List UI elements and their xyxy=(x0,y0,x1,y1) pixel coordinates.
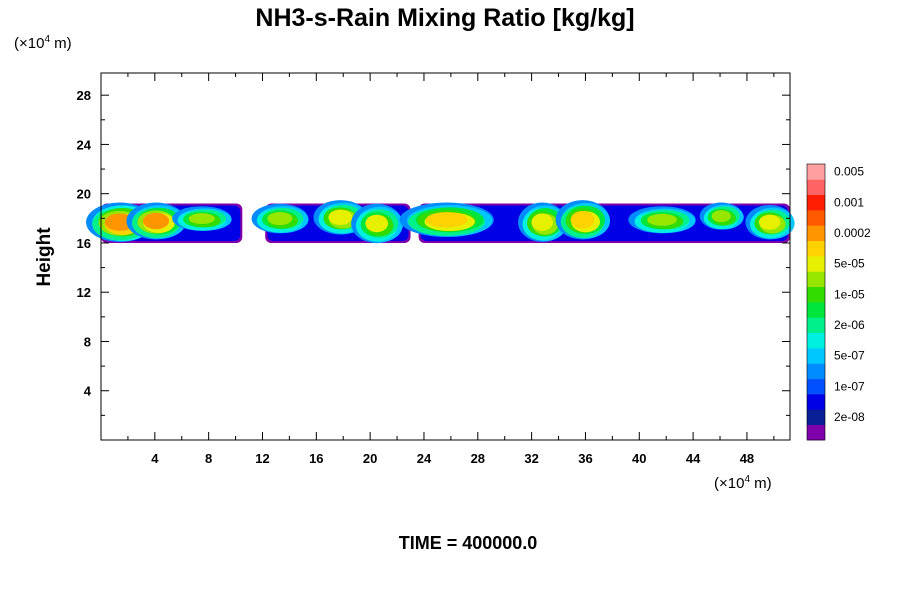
colorbar-frame xyxy=(806,163,826,441)
y-unit-prefix: (×10 xyxy=(14,35,44,52)
colorbar-label: 0.005 xyxy=(834,165,864,179)
colorbar-swatch xyxy=(807,210,825,226)
colorbar-swatch xyxy=(807,225,825,242)
y-tick-label: 12 xyxy=(77,285,91,300)
y-tick-label: 16 xyxy=(77,236,91,251)
x-unit-label: (×104 m) xyxy=(714,474,772,492)
colorbar-label: 2e-08 xyxy=(834,410,865,424)
colorbar-swatch xyxy=(807,302,825,318)
y-axis-label: Height xyxy=(34,227,55,287)
y-tick-label: 28 xyxy=(77,88,91,103)
x-tick-label: 16 xyxy=(309,451,323,466)
y-tick-label: 8 xyxy=(84,334,91,349)
cloud-cell-contour xyxy=(365,214,389,233)
cloud-cell-contour xyxy=(188,213,215,225)
y-tick-label: 20 xyxy=(77,187,91,202)
y-unit-exp: 4 xyxy=(44,34,50,45)
colorbar-swatch xyxy=(807,194,825,211)
colorbar-label: 0.001 xyxy=(834,195,864,209)
x-tick-label: 28 xyxy=(471,451,485,466)
cloud-cell-contour xyxy=(531,213,553,231)
cloud-cell-contour xyxy=(711,210,731,223)
cloud-cell-contour xyxy=(425,212,468,228)
colorbar-swatch xyxy=(807,317,825,334)
colorbar: 2e-08 1e-07 5e-07 2e-06 1e-05 5e-05 0.0002 0.00… xyxy=(806,163,871,441)
x-tick-label: 32 xyxy=(524,451,538,466)
cloud-cell-contour xyxy=(570,211,595,229)
colorbar-label: 0.0002 xyxy=(834,226,871,240)
colorbar-swatch xyxy=(807,363,825,380)
x-tick-label: 36 xyxy=(578,451,592,466)
mixing-ratio-field xyxy=(86,200,795,244)
x-tick-label: 20 xyxy=(363,451,377,466)
y-unit-suffix: m) xyxy=(50,35,72,52)
colorbar-swatch xyxy=(807,256,825,272)
x-axis: 4 8 12 16 20 24 28 32 36 40 44 48 xyxy=(127,73,775,466)
chart-title: NH3-s-Rain Mixing Ratio [kg/kg] xyxy=(255,4,634,32)
cloud-cell-contour xyxy=(267,212,293,226)
y-tick-label: 24 xyxy=(77,137,92,152)
y-tick-label: 4 xyxy=(84,384,92,399)
cloud-cell-contour xyxy=(142,212,170,230)
colorbar-label: 5e-05 xyxy=(834,257,865,271)
colorbar-swatch xyxy=(807,164,825,180)
cloud-cell-contour xyxy=(758,214,781,230)
colorbar-label: 1e-07 xyxy=(834,379,865,393)
x-unit-prefix: (×10 xyxy=(714,475,744,492)
plot-frame xyxy=(100,72,791,441)
y-unit-label: (×104 m) xyxy=(14,34,72,52)
colorbar-label: 5e-07 xyxy=(834,349,865,363)
x-tick-label: 8 xyxy=(205,451,212,466)
colorbar-swatch xyxy=(807,286,825,303)
x-tick-label: 24 xyxy=(417,451,432,466)
x-unit-exp: 4 xyxy=(744,474,750,485)
colorbar-label: 2e-06 xyxy=(834,318,865,332)
x-tick-label: 12 xyxy=(255,451,269,466)
colorbar-swatch xyxy=(807,394,825,410)
colorbar-swatch xyxy=(807,378,825,395)
time-label: TIME = 400000.0 xyxy=(399,533,538,553)
x-tick-label: 48 xyxy=(740,451,754,466)
colorbar-label: 1e-05 xyxy=(834,287,865,301)
x-tick-label: 4 xyxy=(151,451,159,466)
colorbar-swatch xyxy=(807,240,825,257)
colorbar-swatch xyxy=(807,179,825,196)
x-tick-label: 40 xyxy=(632,451,646,466)
colorbar-swatch xyxy=(807,332,825,349)
y-axis: 4 8 12 16 20 24 28 xyxy=(77,88,790,416)
colorbar-swatch xyxy=(807,424,825,441)
colorbar-swatch xyxy=(807,409,825,426)
cloud-cell-contour xyxy=(328,209,353,225)
x-unit-suffix: m) xyxy=(750,475,772,492)
cloud-cell-contour xyxy=(647,213,677,226)
colorbar-swatch xyxy=(807,348,825,364)
colorbar-swatch xyxy=(807,271,825,288)
x-tick-label: 44 xyxy=(686,451,701,466)
